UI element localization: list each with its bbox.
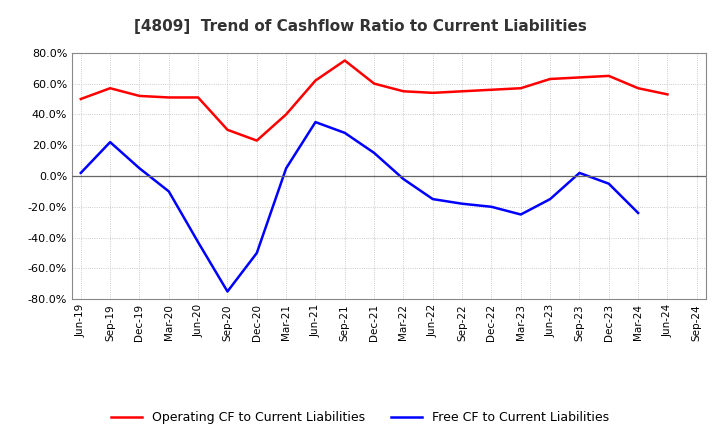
Free CF to Current Liabilities [370, 150, 379, 156]
Operating CF to Current Liabilities [282, 112, 290, 117]
Free CF to Current Liabilities [516, 212, 525, 217]
Operating CF to Current Liabilities [605, 73, 613, 78]
Free CF to Current Liabilities [135, 166, 144, 171]
Free CF to Current Liabilities [399, 176, 408, 182]
Free CF to Current Liabilities [546, 197, 554, 202]
Line: Operating CF to Current Liabilities: Operating CF to Current Liabilities [81, 60, 667, 141]
Operating CF to Current Liabilities [194, 95, 202, 100]
Operating CF to Current Liabilities [341, 58, 349, 63]
Operating CF to Current Liabilities [516, 85, 525, 91]
Operating CF to Current Liabilities [575, 75, 584, 80]
Free CF to Current Liabilities [164, 189, 173, 194]
Free CF to Current Liabilities [458, 201, 467, 206]
Free CF to Current Liabilities [223, 289, 232, 294]
Operating CF to Current Liabilities [135, 93, 144, 99]
Free CF to Current Liabilities [311, 119, 320, 125]
Operating CF to Current Liabilities [428, 90, 437, 95]
Line: Free CF to Current Liabilities: Free CF to Current Liabilities [81, 122, 638, 292]
Free CF to Current Liabilities [428, 197, 437, 202]
Operating CF to Current Liabilities [106, 85, 114, 91]
Free CF to Current Liabilities [605, 181, 613, 187]
Text: [4809]  Trend of Cashflow Ratio to Current Liabilities: [4809] Trend of Cashflow Ratio to Curren… [134, 19, 586, 34]
Operating CF to Current Liabilities [223, 127, 232, 132]
Free CF to Current Liabilities [253, 250, 261, 256]
Operating CF to Current Liabilities [663, 92, 672, 97]
Operating CF to Current Liabilities [487, 87, 496, 92]
Operating CF to Current Liabilities [76, 96, 85, 102]
Free CF to Current Liabilities [341, 130, 349, 136]
Operating CF to Current Liabilities [546, 77, 554, 82]
Operating CF to Current Liabilities [458, 88, 467, 94]
Free CF to Current Liabilities [634, 210, 642, 216]
Operating CF to Current Liabilities [253, 138, 261, 143]
Operating CF to Current Liabilities [311, 78, 320, 83]
Operating CF to Current Liabilities [164, 95, 173, 100]
Legend: Operating CF to Current Liabilities, Free CF to Current Liabilities: Operating CF to Current Liabilities, Fre… [106, 407, 614, 429]
Free CF to Current Liabilities [76, 170, 85, 176]
Operating CF to Current Liabilities [634, 85, 642, 91]
Free CF to Current Liabilities [106, 139, 114, 145]
Free CF to Current Liabilities [575, 170, 584, 176]
Free CF to Current Liabilities [282, 166, 290, 171]
Free CF to Current Liabilities [487, 204, 496, 209]
Operating CF to Current Liabilities [370, 81, 379, 86]
Operating CF to Current Liabilities [399, 88, 408, 94]
Free CF to Current Liabilities [194, 240, 202, 245]
